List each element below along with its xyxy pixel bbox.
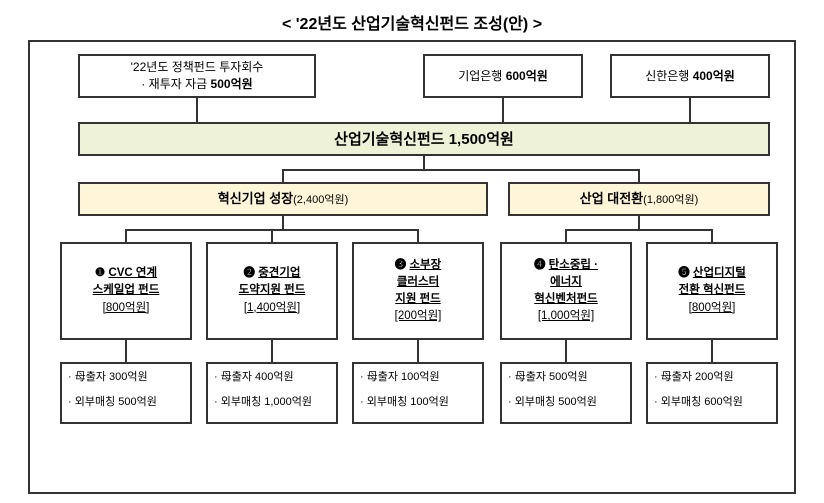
info-box-3: · 母출자 100억원 · 외부매칭 100억원 xyxy=(352,362,484,424)
top-a-line2: · 재투자 자금 500억원 xyxy=(141,76,252,93)
main-bold: 1,500억원 xyxy=(449,131,514,148)
cat-r-pre: 산업 대전환 xyxy=(580,191,643,206)
top-c-pre: 신한은행 xyxy=(645,69,693,83)
main-fund-box: 산업기술혁신펀드 1,500억원 xyxy=(78,122,770,156)
info-box-1: · 母출자 300억원 · 외부매칭 500억원 xyxy=(60,362,192,424)
connector xyxy=(565,229,567,242)
main-pre: 산업기술혁신펀드 xyxy=(334,131,449,148)
sub-fund-3: ❸ 소부장 클러스터 지원 펀드 [200억원] xyxy=(352,242,484,340)
top-box-policy: '22년도 정책펀드 투자회수 · 재투자 자금 500억원 xyxy=(78,54,316,98)
info-box-2: · 母출자 400억원 · 외부매칭 1,000억원 xyxy=(206,362,338,424)
top-a-line1: '22년도 정책펀드 투자회수 xyxy=(131,59,264,76)
connector xyxy=(417,340,419,362)
top-box-ibk: 기업은행 600억원 xyxy=(423,54,583,98)
connector xyxy=(638,216,640,229)
sub-fund-1: ❶ CVC 연계 스케일업 펀드 [800억원] xyxy=(60,242,192,340)
info-box-5: · 母출자 200억원 · 외부매칭 600억원 xyxy=(646,362,778,424)
category-transition: 산업 대전환(1,800억원) xyxy=(508,182,770,216)
top-c-bold: 400억원 xyxy=(693,69,735,83)
cat-l-amt: (2,400억원) xyxy=(293,194,348,206)
diagram-frame: '22년도 정책펀드 투자회수 · 재투자 자금 500억원 기업은행 600억… xyxy=(28,40,796,494)
top-box-shinhan: 신한은행 400억원 xyxy=(610,54,770,98)
category-growth: 혁신기업 성장(2,400억원) xyxy=(78,182,488,216)
connector xyxy=(502,98,504,122)
connector xyxy=(689,98,691,122)
connector xyxy=(282,169,284,182)
top-b-pre: 기업은행 xyxy=(458,69,506,83)
sub-fund-4: ❹ 탄소중립 · 에너지 혁신벤처펀드 [1,000억원] xyxy=(500,242,632,340)
connector xyxy=(282,169,640,171)
cat-l-pre: 혁신기업 성장 xyxy=(218,191,293,206)
top-b-bold: 600억원 xyxy=(506,69,548,83)
connector xyxy=(125,229,127,242)
connector xyxy=(565,340,567,362)
page-title: < '22년도 산업기술혁신펀드 조성(안) > xyxy=(0,0,824,40)
connector xyxy=(271,229,273,242)
connector xyxy=(711,340,713,362)
connector xyxy=(196,98,198,122)
info-box-4: · 母출자 500억원 · 외부매칭 500억원 xyxy=(500,362,632,424)
sub-fund-2: ❷ 중견기업 도약지원 펀드 [1,400억원] xyxy=(206,242,338,340)
connector xyxy=(417,229,419,242)
connector xyxy=(565,229,713,231)
connector xyxy=(638,169,640,182)
connector xyxy=(282,216,284,229)
connector xyxy=(125,340,127,362)
sub-fund-5: ❺ 산업디지털 전환 혁신펀드 [800억원] xyxy=(646,242,778,340)
connector xyxy=(711,229,713,242)
cat-r-amt: (1,800억원) xyxy=(643,194,698,206)
connector xyxy=(423,156,425,169)
connector xyxy=(271,340,273,362)
